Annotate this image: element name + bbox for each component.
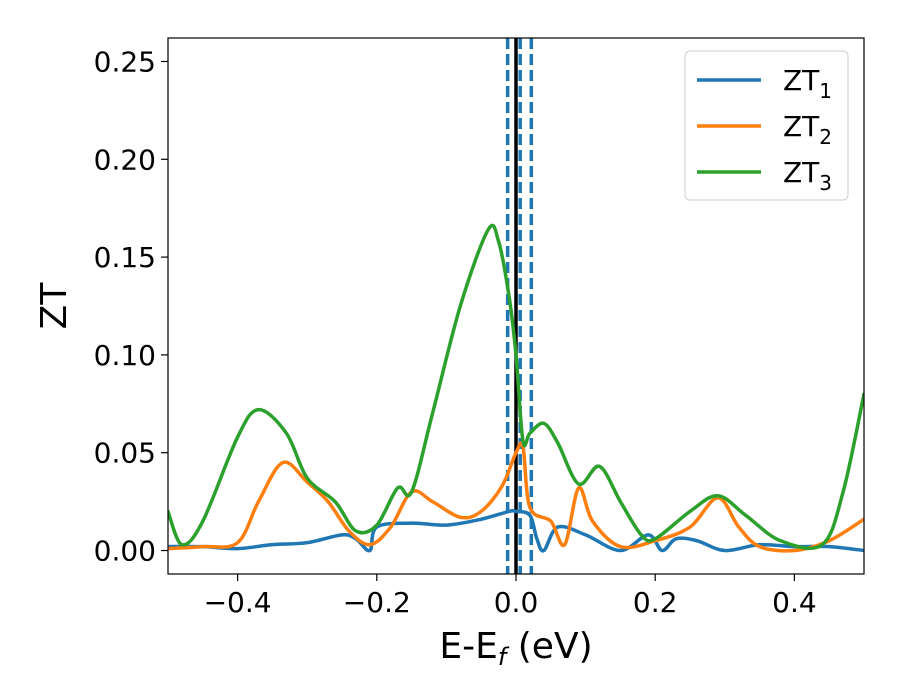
y-axis-title: ZT [34, 282, 75, 330]
x-tick-label: −0.4 [204, 586, 272, 619]
y-tick-label: 0.25 [94, 45, 156, 78]
legend-label-zt1: ZT1 [783, 64, 832, 103]
x-tick-label: 0.4 [772, 586, 817, 619]
legend-label-zt3: ZT3 [783, 156, 832, 195]
series-line-zt3 [168, 223, 864, 551]
y-tick-label: 0.00 [94, 535, 156, 568]
y-tick-label: 0.05 [94, 437, 156, 470]
series-line-zt1 [168, 508, 864, 553]
series-group [168, 223, 864, 553]
x-axis-title-main: E-E [439, 626, 497, 667]
x-tick-label: 0.2 [633, 586, 678, 619]
x-tick-label: 0.0 [494, 586, 539, 619]
y-tick-label: 0.10 [94, 339, 156, 372]
legend-label-zt2: ZT2 [783, 110, 832, 149]
y-axis-ticks: 0.00 0.05 0.10 0.15 0.20 0.25 [94, 45, 168, 568]
y-tick-label: 0.15 [94, 241, 156, 274]
y-tick-label: 0.20 [94, 143, 156, 176]
legend: ZT1 ZT2 ZT3 [684, 50, 849, 201]
legend-box [684, 50, 849, 201]
x-axis-title-unit: (eV) [506, 626, 592, 667]
reference-lines [505, 38, 534, 574]
x-axis-ticks: −0.4 −0.2 0.0 0.2 0.4 [204, 574, 817, 619]
series-line-zt2 [168, 441, 864, 553]
x-axis-title: E-Ef (eV) [439, 626, 592, 671]
x-tick-label: −0.2 [343, 586, 411, 619]
